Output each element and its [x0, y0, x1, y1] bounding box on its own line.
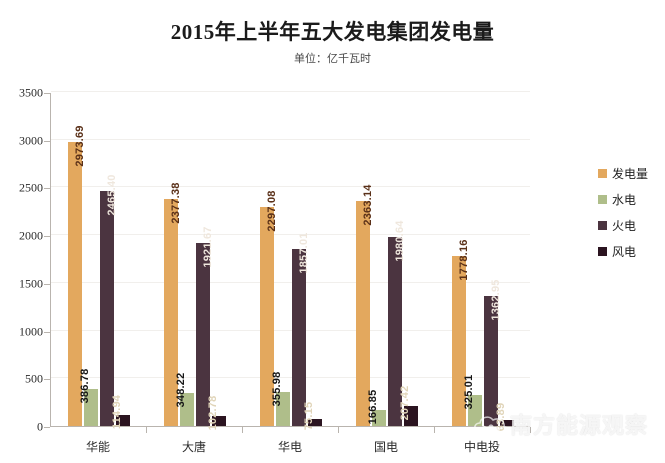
- bar-value-label: 355.98: [271, 371, 283, 407]
- gridline: [51, 91, 530, 92]
- bar-水电-华电: 355.98: [271, 372, 290, 426]
- y-tick-mark: [44, 140, 50, 142]
- legend-label: 水电: [612, 192, 637, 207]
- y-tick-mark: [44, 188, 50, 190]
- y-tick-label: 1000: [19, 324, 43, 339]
- y-tick-label: 2000: [19, 228, 43, 243]
- bar-value-label: 1362.95: [490, 279, 502, 321]
- gridline: [51, 234, 530, 236]
- bar-火电-大唐: 1921.67: [196, 226, 214, 426]
- x-category-label: 国电: [373, 440, 399, 454]
- legend-item-风电[interactable]: 风电: [598, 238, 664, 264]
- plot-area: 2973.69 386.78 2465.40 114.94 2377.38 348.22 1…: [50, 91, 530, 431]
- legend-swatch-icon: [598, 246, 607, 256]
- bar-value-label: 1921.67: [202, 226, 214, 268]
- bar-火电-国电: 1980.64: [388, 220, 406, 426]
- x-category-label: 大唐: [181, 440, 207, 454]
- legend-swatch-icon: [598, 168, 607, 178]
- bar-发电量-中电投: 1778.16: [452, 240, 470, 426]
- bar-value-label: 75.15: [303, 401, 315, 431]
- bar-value-label: 348.22: [175, 372, 187, 408]
- bar-火电-中电投: 1362.95: [484, 279, 502, 426]
- gridline: [51, 186, 530, 188]
- x-category-label: 中电投: [463, 440, 501, 454]
- bar-风电-大唐: 102.78: [207, 396, 226, 431]
- legend-label: 火电: [612, 218, 637, 233]
- chart-legend: 发电量 水电 火电 风电: [598, 160, 664, 264]
- bar-风电-国电: 207.42: [399, 386, 418, 426]
- bar-value-label: 1778.16: [458, 239, 470, 281]
- bar-value-label: 2363.14: [362, 183, 374, 226]
- y-tick-mark: [44, 283, 50, 285]
- bar-发电量-华能: 2973.69: [68, 126, 86, 426]
- bar-风电-中电投: 63.89: [495, 403, 514, 431]
- gridline: [51, 329, 530, 331]
- y-tick-mark: [44, 427, 50, 428]
- legend-item-发电量[interactable]: 发电量: [598, 160, 664, 186]
- bar-水电-华能: 386.78: [79, 369, 98, 426]
- bar-水电-大唐: 348.22: [175, 372, 194, 426]
- y-tick-label: 3500: [19, 85, 43, 100]
- y-tick-label: 0: [37, 419, 43, 434]
- bar-火电-华能: 2465.40: [100, 174, 118, 426]
- bar-value-label: 2377.38: [170, 182, 182, 224]
- bar-value-label: 63.89: [495, 402, 507, 432]
- y-tick-label: 3000: [19, 133, 43, 148]
- bar-value-label: 386.78: [79, 368, 91, 404]
- bar-风电-华电: 75.15: [303, 402, 322, 430]
- legend-item-火电[interactable]: 火电: [598, 212, 664, 238]
- y-tick-mark: [44, 331, 50, 333]
- bar-发电量-大唐: 2377.38: [164, 183, 182, 426]
- gridline: [51, 138, 530, 140]
- y-tick-mark: [44, 379, 50, 381]
- bar-value-label: 207.42: [399, 385, 411, 421]
- bar-value-label: 2973.69: [74, 125, 86, 167]
- x-tick-mark: [338, 427, 339, 433]
- bar-value-label: 2297.08: [266, 190, 278, 232]
- y-tick-mark: [44, 93, 50, 94]
- y-tick-label: 2500: [19, 180, 43, 195]
- gridline: [51, 281, 530, 283]
- x-tick-mark: [242, 427, 243, 433]
- watermark-text: 南方能源观察: [510, 413, 649, 438]
- y-tick-mark: [44, 236, 50, 238]
- y-tick-label: 1500: [19, 276, 43, 291]
- y-tick-label: 500: [25, 371, 43, 386]
- bar-value-label: 166.85: [367, 389, 379, 425]
- bar-风电-华能: 114.94: [111, 395, 130, 429]
- bar-value-label: 1980.64: [394, 220, 406, 262]
- bar-value-label: 1857.01: [298, 232, 310, 274]
- bar-value-label: 114.94: [111, 394, 123, 430]
- chart-subtitle: 单位：亿千瓦时: [294, 53, 371, 65]
- legend-swatch-icon: [598, 194, 607, 204]
- chart-title: 2015年上半年五大发电集团发电量: [170, 20, 495, 44]
- bar-value-label: 325.01: [463, 374, 475, 410]
- bar-水电-中电投: 325.01: [463, 375, 482, 426]
- x-category-label: 华电: [277, 440, 303, 454]
- x-tick-mark: [434, 427, 435, 433]
- x-tick-mark: [530, 427, 531, 433]
- bar-发电量-国电: 2363.14: [356, 184, 374, 426]
- gridline: [51, 377, 530, 379]
- legend-label: 风电: [612, 244, 637, 259]
- legend-item-水电[interactable]: 水电: [598, 186, 664, 212]
- legend-swatch-icon: [598, 220, 607, 230]
- x-tick-mark: [146, 427, 147, 433]
- bar-发电量-华电: 2297.08: [260, 190, 278, 426]
- bar-火电-华电: 1857.01: [292, 232, 310, 426]
- x-category-label: 华能: [85, 440, 111, 454]
- bar-水电-国电: 166.85: [367, 390, 386, 426]
- bar-value-label: 102.78: [207, 395, 219, 431]
- legend-label: 发电量: [612, 166, 649, 181]
- bar-value-label: 2465.40: [106, 174, 118, 216]
